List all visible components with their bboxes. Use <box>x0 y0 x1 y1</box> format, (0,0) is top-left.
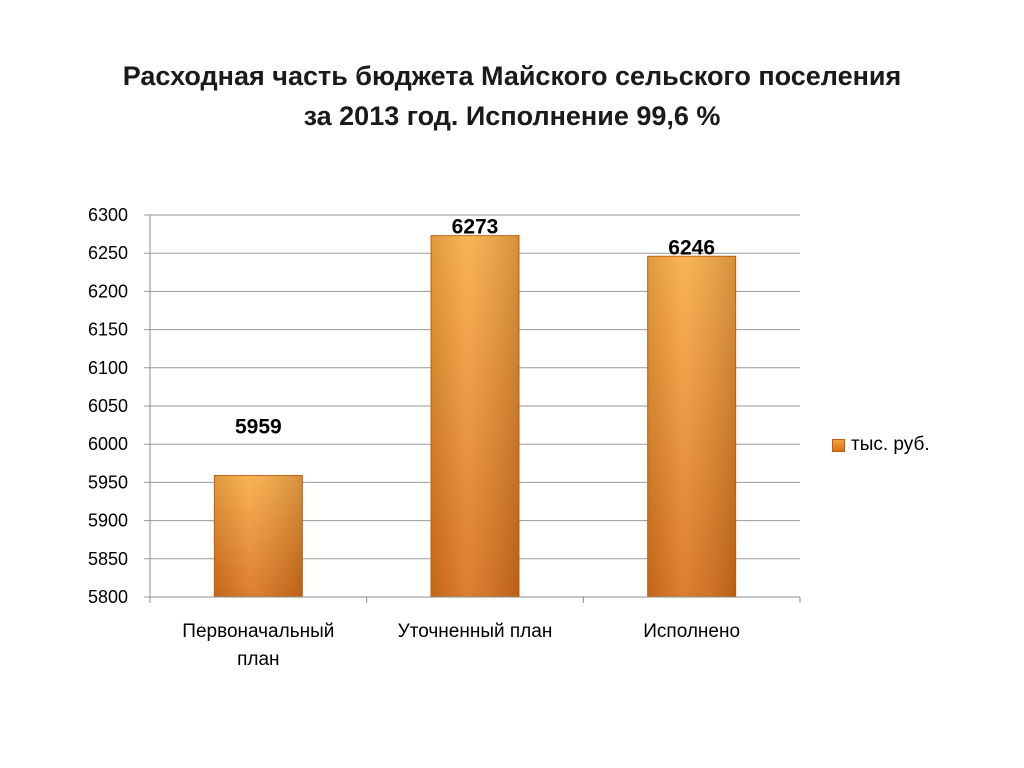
data-label: 6246 <box>668 236 715 259</box>
y-axis-ticks: 5800 5850 5900 5950 6000 6050 6100 6150 6200 6250… <box>88 205 128 607</box>
y-tick-label: 6050 <box>88 396 128 416</box>
x-category-label: Первоначальный <box>182 621 334 642</box>
bar-shade <box>431 235 519 598</box>
y-tick-label: 6200 <box>88 281 128 301</box>
y-tick-label: 5800 <box>88 587 128 607</box>
y-tick-label: 6250 <box>88 243 128 263</box>
title-line-1: Расходная часть бюджета Майского сельско… <box>122 61 902 91</box>
y-tick-label: 5850 <box>88 549 128 569</box>
chart-title: Расходная часть бюджета Майского сельско… <box>40 56 984 136</box>
y-tick-label: 5900 <box>88 511 128 531</box>
data-label: 5959 <box>235 416 282 439</box>
x-category-label: Исполнено <box>643 621 740 642</box>
data-labels: 5959 6273 6246 <box>235 216 715 439</box>
bar-shade <box>214 475 303 597</box>
x-category-label: план <box>237 649 279 670</box>
x-category-label: Уточненный план <box>398 621 553 642</box>
title-line-2: за 2013 год. Исполнение 99,6 % <box>303 101 721 131</box>
y-tick-label: 6000 <box>88 434 128 454</box>
y-tick-label: 6300 <box>88 205 128 225</box>
y-tick-label: 6100 <box>88 358 128 378</box>
y-tick-label: 6150 <box>88 320 128 340</box>
bars <box>213 235 737 598</box>
legend-label: тыс. руб. <box>851 434 930 455</box>
legend: тыс. руб. <box>832 434 930 456</box>
bar-shade <box>647 256 736 597</box>
data-label: 6273 <box>452 216 499 239</box>
x-axis: Первоначальный план Уточненный план Исполне… <box>149 215 801 670</box>
y-tick-label: 5950 <box>88 472 128 492</box>
legend-swatch <box>832 438 845 452</box>
